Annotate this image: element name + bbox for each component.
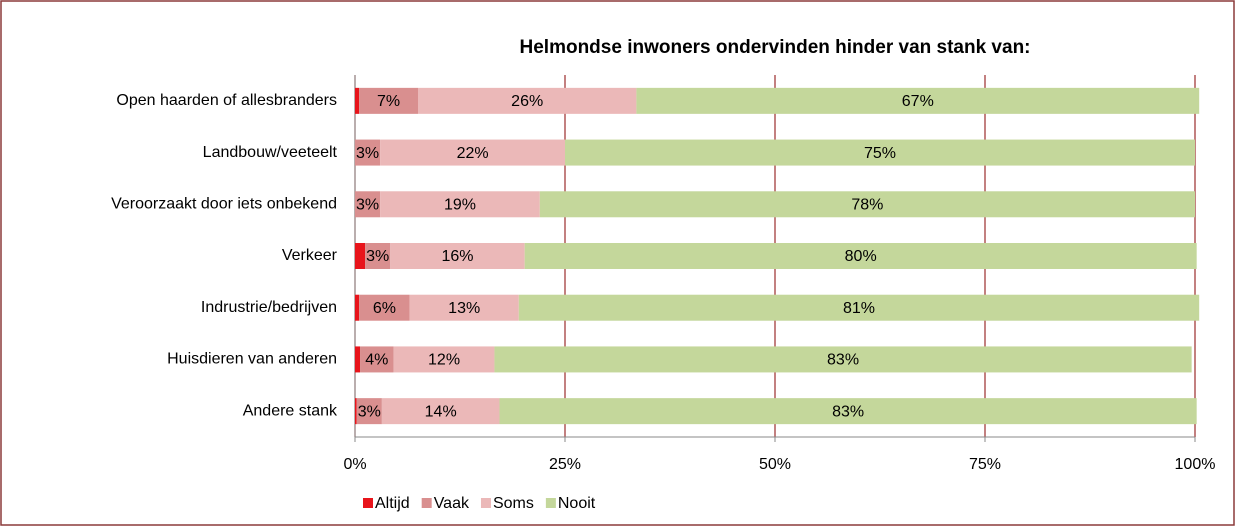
bar-segment bbox=[360, 346, 394, 373]
y-tick-label: Indrustrie/bedrijven bbox=[201, 299, 337, 316]
y-tick-label: Veroorzaakt door iets onbekend bbox=[111, 196, 337, 213]
x-tick-label: 0% bbox=[343, 456, 366, 473]
bar-segment bbox=[499, 398, 1197, 425]
bar-segment bbox=[494, 346, 1192, 373]
y-tick-label: Verkeer bbox=[282, 247, 338, 264]
x-tick-label: 100% bbox=[1175, 456, 1216, 473]
legend-swatch bbox=[545, 498, 556, 508]
bar-segment bbox=[355, 346, 361, 373]
bar-segment bbox=[380, 191, 540, 218]
data-label: 3% bbox=[356, 197, 379, 214]
chart-title: Helmondse inwoners ondervinden hinder va… bbox=[520, 37, 1031, 58]
bar-segment bbox=[359, 87, 418, 114]
bar-segment bbox=[355, 87, 360, 114]
data-label: 78% bbox=[851, 197, 883, 214]
data-label: 83% bbox=[827, 352, 859, 369]
bar-segment bbox=[565, 139, 1195, 166]
data-label: 12% bbox=[428, 352, 460, 369]
bar-segment bbox=[418, 87, 637, 114]
legend-swatch bbox=[480, 498, 491, 508]
legend-label: Vaak bbox=[434, 495, 470, 512]
data-label: 80% bbox=[845, 248, 877, 265]
bar-segment bbox=[355, 294, 360, 321]
bar-segment bbox=[355, 191, 381, 218]
data-label: 22% bbox=[457, 145, 489, 162]
bar-segment bbox=[636, 87, 1200, 114]
data-label: 26% bbox=[511, 93, 543, 110]
data-label: 13% bbox=[448, 300, 480, 317]
bar-segment bbox=[365, 243, 391, 269]
data-label: 75% bbox=[864, 145, 896, 162]
bar-segment bbox=[359, 294, 410, 321]
x-tick-label: 25% bbox=[549, 456, 581, 473]
legend-swatch bbox=[421, 498, 432, 508]
bar-segment bbox=[539, 191, 1195, 218]
data-label: 3% bbox=[356, 145, 379, 162]
bar-segment bbox=[524, 243, 1197, 269]
bar-segment bbox=[355, 398, 357, 425]
data-label: 67% bbox=[902, 93, 934, 110]
data-label: 83% bbox=[832, 403, 864, 420]
y-tick-label: Landbouw/veeteelt bbox=[203, 144, 338, 161]
data-label: 16% bbox=[441, 248, 473, 265]
x-tick-label: 50% bbox=[759, 456, 791, 473]
legend-label: Nooit bbox=[558, 495, 596, 512]
bar-segment bbox=[355, 243, 366, 269]
x-tick-label: 75% bbox=[969, 456, 1001, 473]
data-label: 3% bbox=[358, 403, 381, 420]
bar-segment bbox=[393, 346, 495, 373]
data-label: 6% bbox=[373, 300, 396, 317]
legend-swatch bbox=[363, 498, 373, 508]
bar-segment bbox=[381, 398, 500, 425]
y-tick-label: Open haarden of allesbranders bbox=[116, 92, 337, 109]
data-label: 14% bbox=[425, 403, 457, 420]
data-label: 3% bbox=[366, 248, 389, 265]
y-tick-label: Andere stank bbox=[243, 402, 338, 419]
legend-label: Soms bbox=[493, 495, 534, 512]
bar-segment bbox=[355, 139, 381, 166]
bar-segment bbox=[518, 294, 1200, 321]
legend-label: Altijd bbox=[375, 495, 410, 512]
data-label: 19% bbox=[444, 197, 476, 214]
bar-segment bbox=[356, 398, 382, 425]
data-label: 4% bbox=[365, 352, 388, 369]
bar-segment bbox=[380, 139, 565, 166]
data-label: 7% bbox=[377, 93, 400, 110]
data-label: 81% bbox=[843, 300, 875, 317]
y-tick-label: Huisdieren van anderen bbox=[167, 351, 337, 368]
bar-segment bbox=[409, 294, 519, 321]
bar-segment bbox=[390, 243, 525, 269]
